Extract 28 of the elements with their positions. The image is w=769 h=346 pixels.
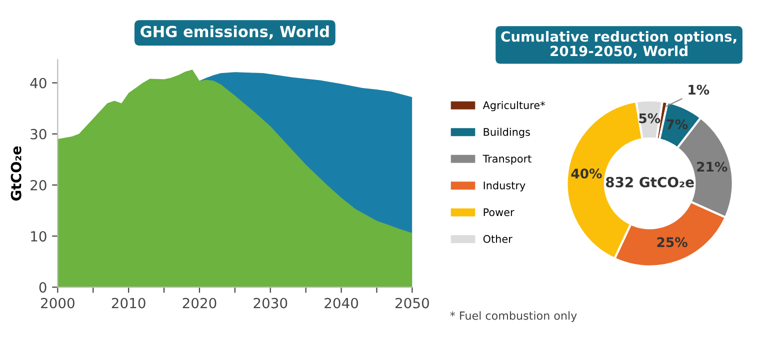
x-tick-label: 2010	[112, 298, 146, 308]
y-tick-label: 0	[39, 282, 46, 293]
chart-title: GHG emissions, World	[140, 25, 329, 40]
x-tick-label: 2050	[396, 298, 429, 308]
y-tick-label: 10	[31, 231, 46, 242]
data-label: 1%	[688, 84, 710, 95]
legend-label: Transport	[482, 154, 532, 165]
legend-label: Buildings	[484, 128, 530, 138]
x-tick-label: 2030	[254, 298, 288, 308]
legend-label: Power	[484, 208, 514, 216]
data-label: 25%	[657, 237, 688, 248]
text: 832 GtCO₂e	[606, 176, 694, 188]
legend-label: Industry	[484, 181, 526, 192]
y-tick-label: 40	[30, 78, 46, 88]
text: * Fuel combustion only	[450, 311, 577, 322]
legend-label: Other	[483, 234, 512, 243]
y-tick-label: 30	[30, 128, 46, 140]
data-label: 7%	[666, 119, 688, 130]
x-tick-label: 2020	[182, 298, 216, 308]
x-tick-label: 2000	[41, 298, 74, 308]
legend-label: Agriculture*	[482, 101, 545, 112]
y-tick-label: 20	[30, 180, 46, 190]
y-axis-title: GtCO₂e	[10, 146, 22, 201]
data-label: 40%	[571, 168, 602, 179]
x-tick-label: 2040	[324, 298, 358, 308]
chart-title: Cumulative reduction options, 2019-2050, World	[501, 31, 736, 58]
data-label: 21%	[697, 162, 728, 172]
data-label: 5%	[639, 113, 660, 124]
